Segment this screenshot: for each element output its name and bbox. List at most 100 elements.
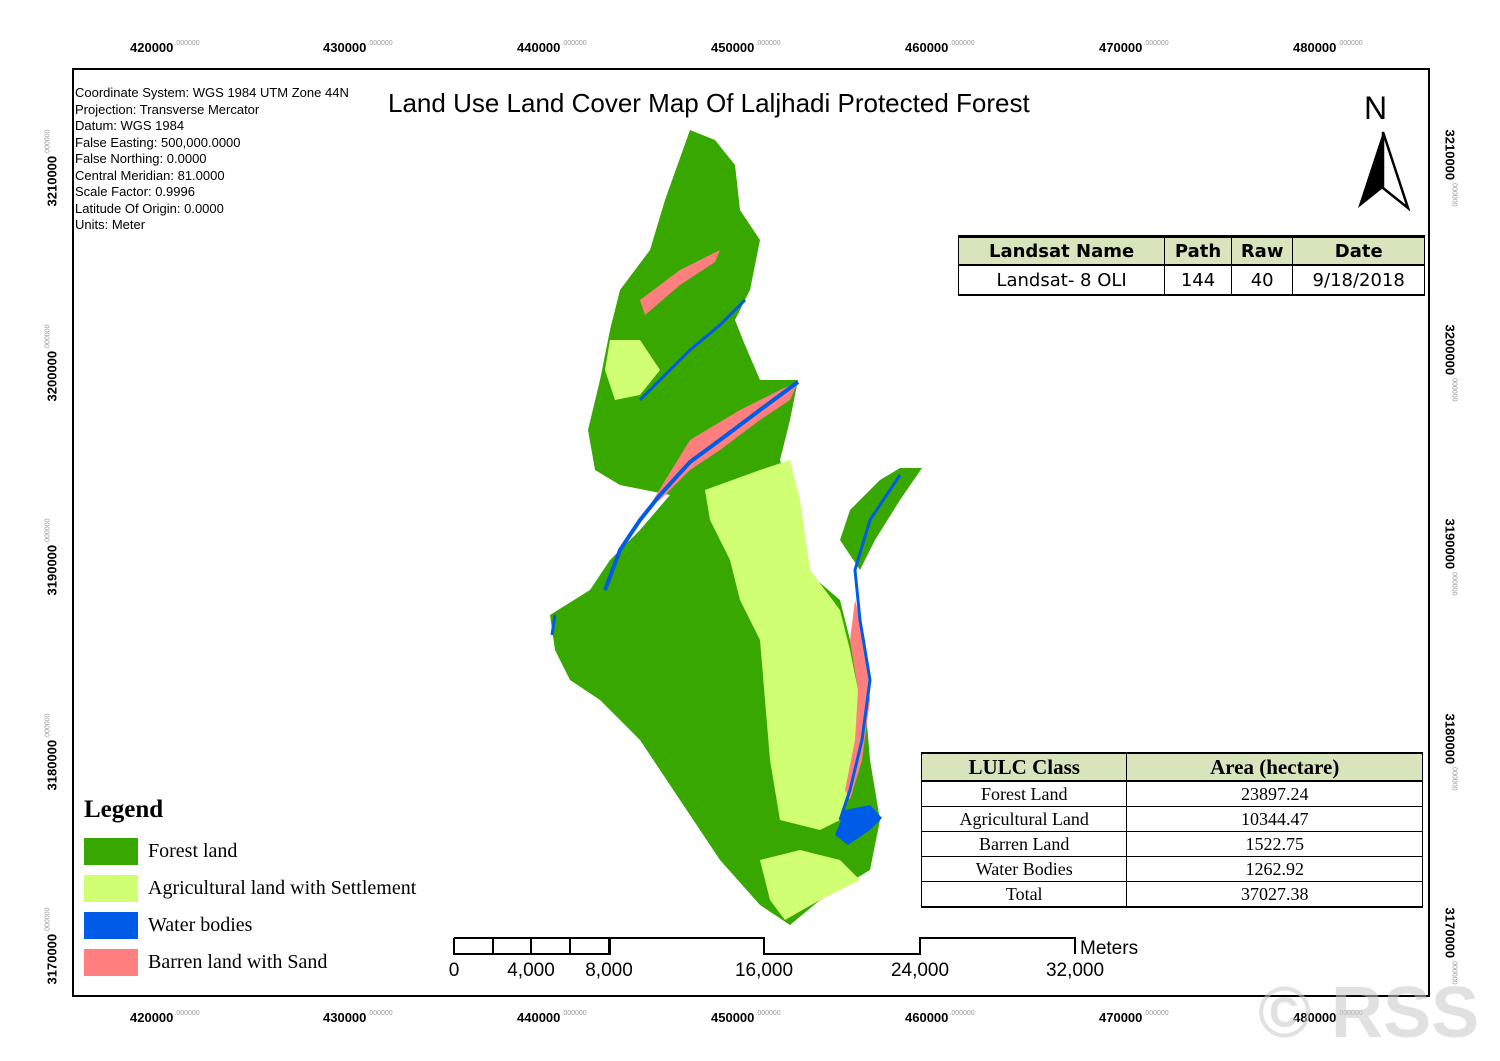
- grid-label-y: 3210000.000000: [1442, 129, 1458, 207]
- water-river-north: [638, 298, 747, 402]
- table-row: Forest Land 23897.24: [920, 780, 1423, 807]
- table-cell: 144: [1164, 264, 1232, 296]
- grid-label-x: 470000.000000: [1099, 40, 1169, 55]
- scale-tick-label: 32,000: [1045, 960, 1105, 981]
- legend-swatch: [84, 949, 138, 976]
- table-cell: 1522.75: [1126, 831, 1423, 857]
- water-river-east: [838, 474, 902, 821]
- landsat-info-table: Landsat Name Path Raw Date Landsat- 8 OL…: [957, 235, 1425, 296]
- grid-label-x: 460000.000000: [905, 1010, 975, 1025]
- grid-label-x: 470000.000000: [1099, 1010, 1169, 1025]
- legend: Legend Forest land Agricultural land wit…: [84, 796, 416, 986]
- grid-label-y: 3210000.000000: [44, 129, 60, 207]
- grid-label-y: 3180000.000000: [1442, 713, 1458, 791]
- table-cell: Landsat- 8 OLI: [957, 264, 1166, 296]
- water-river-main: [603, 380, 800, 591]
- legend-label: Water bodies: [148, 914, 253, 936]
- agricultural-land-north: [605, 340, 660, 400]
- scale-unit: Meters: [1080, 938, 1139, 959]
- grid-label-x: 420000.000000: [130, 40, 200, 55]
- scale-tick-label: 4,000: [507, 960, 555, 981]
- grid-label-x: 440000.000000: [517, 40, 587, 55]
- coord-line: Units: Meter: [75, 217, 146, 232]
- table-cell: 37027.38: [1126, 881, 1423, 908]
- north-arrow: N: [1350, 90, 1416, 215]
- map-title: Land Use Land Cover Map Of Laljhadi Prot…: [388, 88, 1030, 118]
- barren-land-area: [650, 382, 798, 505]
- table-header-row: LULC Class Area (hectare): [920, 752, 1423, 782]
- grid-label-x: 440000.000000: [517, 1010, 587, 1025]
- grid-label-x: 420000.000000: [130, 1010, 200, 1025]
- legend-item-water: Water bodies: [84, 912, 252, 949]
- table-header: LULC Class: [920, 752, 1128, 782]
- grid-label-x: 450000.000000: [711, 1010, 781, 1025]
- coordinate-system-info: Coordinate System: WGS 1984 UTM Zone 44N…: [75, 85, 349, 234]
- coord-line: Scale Factor: 0.9996: [75, 184, 195, 199]
- legend-swatch: [84, 875, 138, 902]
- map-frame: [72, 68, 1430, 997]
- table-cell: Total: [920, 881, 1128, 908]
- north-arrow-icon: [1358, 131, 1411, 212]
- table-row: Water Bodies 1262.92: [920, 856, 1423, 882]
- grid-label-y: 3200000.000000: [44, 324, 60, 402]
- grid-label-x: 480000.000000: [1293, 40, 1363, 55]
- water-river-west: [550, 614, 557, 636]
- legend-item-barren: Barren land with Sand: [84, 949, 327, 986]
- legend-label: Agricultural land with Settlement: [148, 877, 417, 899]
- barren-land-north: [640, 250, 720, 315]
- scale-tick-label: 8,000: [585, 960, 633, 981]
- grid-label-x: 430000.000000: [323, 1010, 393, 1025]
- coord-line: Datum: WGS 1984: [75, 118, 185, 133]
- grid-label-x: 460000.000000: [905, 40, 975, 55]
- table-cell: Barren Land: [920, 831, 1128, 857]
- scale-bar: [453, 937, 1076, 955]
- coord-line: False Northing: 0.0000: [75, 151, 207, 166]
- grid-label-y: 3180000.000000: [44, 713, 60, 791]
- table-row: Landsat- 8 OLI 144 40 9/18/2018: [957, 264, 1425, 296]
- coord-line: Coordinate System: WGS 1984 UTM Zone 44N: [75, 85, 349, 100]
- legend-swatch: [84, 838, 138, 865]
- north-label: N: [1364, 90, 1388, 126]
- table-row: Agricultural Land 10344.47: [920, 806, 1423, 832]
- grid-label-y: 3170000.000000: [44, 907, 60, 985]
- table-header: Raw: [1230, 235, 1294, 266]
- grid-label-x: 430000.000000: [323, 40, 393, 55]
- lulc-area-table: LULC Class Area (hectare) Forest Land 23…: [920, 752, 1423, 908]
- legend-title: Legend: [84, 796, 164, 823]
- table-cell: 9/18/2018: [1292, 264, 1425, 296]
- table-cell: Water Bodies: [920, 856, 1128, 882]
- grid-label-x: 480000.000000: [1293, 1010, 1363, 1025]
- table-header: Landsat Name: [957, 235, 1166, 266]
- grid-label-x: 450000.000000: [711, 40, 781, 55]
- forest-land-east: [840, 468, 922, 570]
- table-header: Area (hectare): [1126, 752, 1423, 782]
- table-header-row: Landsat Name Path Raw Date: [957, 235, 1425, 266]
- coord-line: Projection: Transverse Mercator: [75, 101, 260, 117]
- coord-line: Latitude Of Origin: 0.0000: [75, 200, 224, 216]
- table-cell: 10344.47: [1126, 806, 1423, 832]
- grid-label-y: 3190000.000000: [44, 518, 60, 596]
- table-row: Barren Land 1522.75: [920, 831, 1423, 857]
- table-cell: 23897.24: [1126, 780, 1423, 807]
- table-row: Total 37027.38: [920, 881, 1423, 908]
- table-header: Path: [1164, 235, 1232, 266]
- scale-tick-label: 0: [448, 960, 460, 981]
- scale-tick-label: 16,000: [734, 960, 794, 981]
- coord-line: False Easting: 500,000.0000: [75, 134, 241, 150]
- legend-item-forest: Forest land: [84, 838, 237, 875]
- legend-label: Forest land: [148, 840, 238, 862]
- agricultural-land-area: [705, 460, 860, 830]
- table-cell: 40: [1230, 264, 1294, 296]
- scale-tick-label: 24,000: [890, 960, 950, 981]
- table-header: Date: [1292, 235, 1425, 266]
- watermark: © RSS: [1258, 973, 1480, 1053]
- legend-item-agricultural: Agricultural land with Settlement: [84, 875, 416, 912]
- table-cell: 1262.92: [1126, 856, 1423, 882]
- coord-line: Central Meridian: 81.0000: [75, 167, 225, 183]
- water-lake: [835, 805, 882, 845]
- legend-swatch: [84, 912, 138, 939]
- grid-label-y: 3200000.000000: [1442, 324, 1458, 402]
- table-cell: Forest Land: [920, 780, 1128, 807]
- agricultural-land-south: [760, 850, 860, 920]
